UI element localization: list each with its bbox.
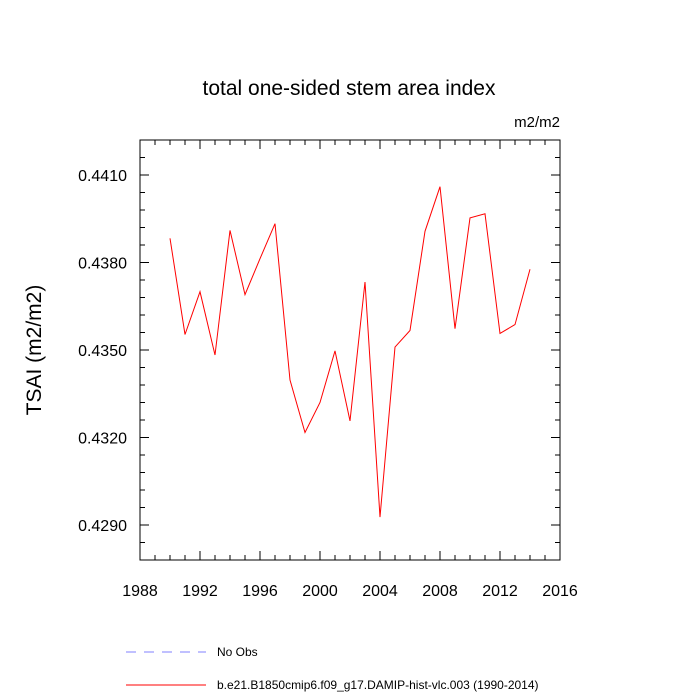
x-tick-label: 2012 xyxy=(482,583,518,600)
legend-label: b.e21.B1850cmip6.f09_g17.DAMIP-hist-vlc.… xyxy=(217,678,539,692)
x-tick-label: 1996 xyxy=(242,583,278,600)
axis-ticks: 1988 1992 1996 2000 2004 2008 2012 2016 0.4290 0.… xyxy=(78,140,578,600)
y-tick-label: 0.4290 xyxy=(78,518,127,535)
legend-label: No Obs xyxy=(217,645,258,659)
y-tick-label: 0.4410 xyxy=(78,168,127,185)
x-tick-label: 2000 xyxy=(302,583,338,600)
units-label: m2/m2 xyxy=(514,114,560,131)
plot-frame xyxy=(139,139,561,561)
x-tick-label: 2004 xyxy=(362,583,398,600)
y-tick-label: 0.4350 xyxy=(78,343,127,360)
x-tick-label: 2016 xyxy=(542,583,578,600)
chart-title: total one-sided stem area index xyxy=(202,77,496,100)
x-tick-label: 1988 xyxy=(122,583,158,600)
x-tick-label: 2008 xyxy=(422,583,458,600)
series-layer xyxy=(169,186,531,518)
x-tick-label: 1992 xyxy=(182,583,218,600)
y-tick-label: 0.4320 xyxy=(78,431,127,448)
y-tick-label: 0.4380 xyxy=(78,256,127,273)
series-line xyxy=(169,186,531,518)
legend: No Obs b.e21.B1850cmip6.f09_g17.DAMIP-his… xyxy=(126,645,539,692)
y-axis-label: TSAI (m2/m2) xyxy=(23,285,46,416)
